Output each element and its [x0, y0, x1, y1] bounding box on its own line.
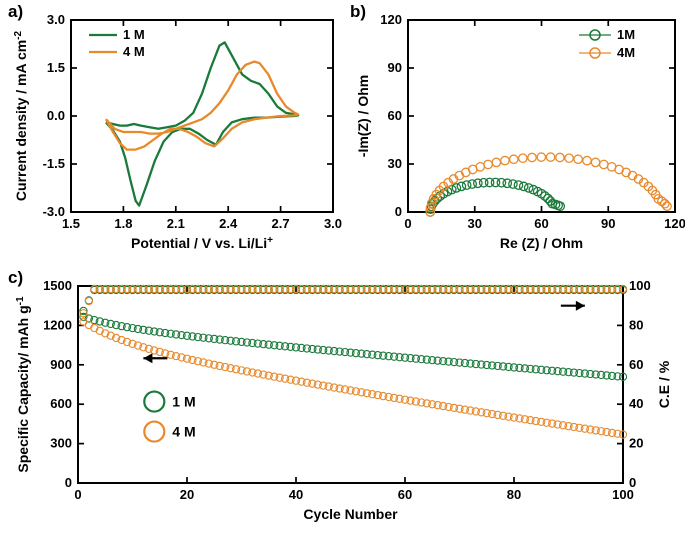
svg-text:80: 80	[507, 487, 521, 502]
svg-text:1 M: 1 M	[123, 27, 145, 42]
svg-text:300: 300	[50, 436, 72, 451]
svg-text:60: 60	[398, 487, 412, 502]
svg-text:1.8: 1.8	[114, 216, 132, 231]
svg-text:90: 90	[601, 216, 615, 231]
svg-text:4 M: 4 M	[172, 424, 195, 440]
svg-text:0: 0	[629, 475, 636, 490]
svg-text:20: 20	[629, 436, 643, 451]
svg-text:1 M: 1 M	[172, 394, 195, 410]
svg-text:Specific Capacity/ mAh g-1: Specific Capacity/ mAh g-1	[15, 296, 31, 473]
svg-text:1.5: 1.5	[47, 60, 65, 75]
svg-text:-3.0: -3.0	[43, 204, 65, 219]
svg-text:0: 0	[74, 487, 81, 502]
svg-text:100: 100	[629, 278, 651, 293]
svg-text:C.E / %: C.E / %	[656, 360, 672, 408]
panel-b-label: b)	[350, 2, 366, 22]
svg-text:Current density / mA cm-2: Current density / mA cm-2	[13, 30, 29, 201]
svg-text:0: 0	[404, 216, 411, 231]
svg-text:60: 60	[388, 108, 402, 123]
svg-text:2.7: 2.7	[272, 216, 290, 231]
svg-text:Re (Z) / Ohm: Re (Z) / Ohm	[500, 235, 583, 251]
svg-text:-Im(Z) / Ohm: -Im(Z) / Ohm	[355, 75, 371, 157]
svg-text:30: 30	[468, 216, 482, 231]
svg-text:30: 30	[388, 156, 402, 171]
svg-text:60: 60	[629, 357, 643, 372]
svg-text:80: 80	[629, 317, 643, 332]
svg-text:-1.5: -1.5	[43, 156, 65, 171]
svg-text:0: 0	[395, 204, 402, 219]
svg-text:Cycle Number: Cycle Number	[303, 506, 398, 522]
svg-text:120: 120	[664, 216, 685, 231]
svg-text:40: 40	[629, 396, 643, 411]
svg-text:1500: 1500	[43, 278, 72, 293]
svg-text:20: 20	[180, 487, 194, 502]
svg-text:90: 90	[388, 60, 402, 75]
panel-a-chart: 1.51.82.12.42.73.0-3.0-1.50.01.53.01 M4 …	[8, 2, 343, 262]
svg-text:3.0: 3.0	[324, 216, 342, 231]
svg-text:2.1: 2.1	[167, 216, 185, 231]
svg-text:900: 900	[50, 357, 72, 372]
panel-c-chart: 0 20 40 60 80 100 0 300 600 900 1200 1500 0 20 40 60 80 1…	[8, 268, 683, 533]
panel-b-chart: 0 30 60 90 120 0 30 60 90 120 1M 4M Re (Z) / Ohm -Im(…	[350, 2, 685, 262]
panel-c-label: c)	[8, 268, 23, 288]
svg-text:40: 40	[289, 487, 303, 502]
svg-text:Potential / V vs. Li/Li+: Potential / V vs. Li/Li+	[131, 235, 273, 251]
svg-text:600: 600	[50, 396, 72, 411]
svg-text:120: 120	[380, 12, 402, 27]
svg-text:4 M: 4 M	[123, 44, 145, 59]
svg-text:1200: 1200	[43, 317, 72, 332]
svg-text:1M: 1M	[617, 27, 635, 42]
svg-text:3.0: 3.0	[47, 12, 65, 27]
svg-text:0.0: 0.0	[47, 108, 65, 123]
svg-text:4M: 4M	[617, 45, 635, 60]
panel-a-label: a)	[8, 2, 23, 22]
svg-text:0: 0	[65, 475, 72, 490]
svg-text:2.4: 2.4	[219, 216, 238, 231]
svg-text:60: 60	[534, 216, 548, 231]
